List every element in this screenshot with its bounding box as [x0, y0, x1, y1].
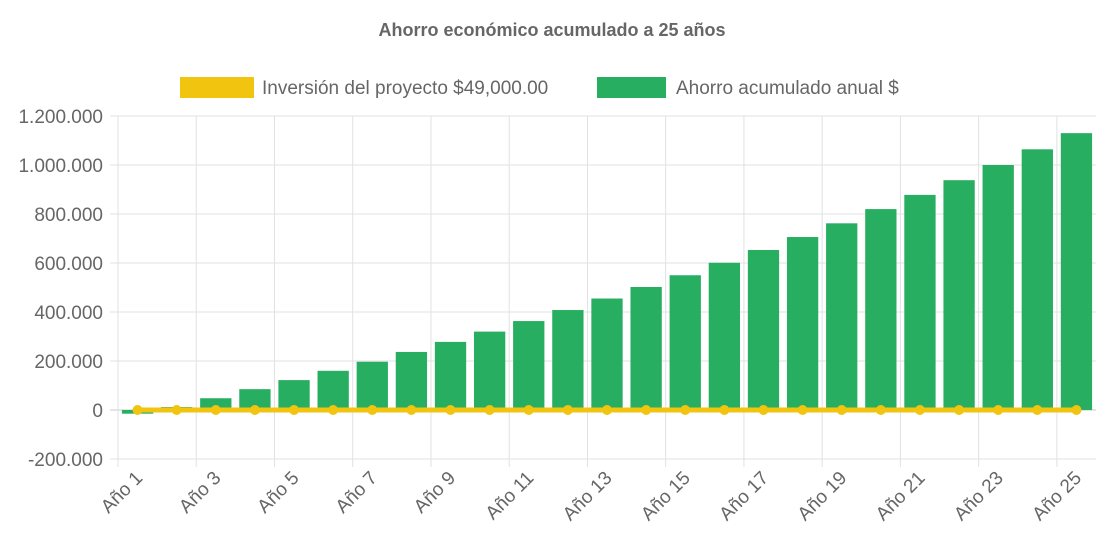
bar[interactable] — [473, 331, 506, 410]
legend-label-investment: Inversión del proyecto $49,000.00 — [262, 78, 548, 99]
investment-point[interactable] — [328, 405, 339, 415]
investment-point[interactable] — [171, 405, 182, 415]
legend: Inversión del proyecto $49,000.00 Ahorro… — [180, 77, 899, 99]
bar[interactable] — [591, 298, 623, 410]
x-tick-label: Año 17 — [716, 468, 773, 525]
investment-point[interactable] — [875, 405, 886, 415]
y-tick-label: -200.000 — [28, 450, 103, 471]
y-axis-ticks: -200.000 0 200.000 400.000 600.000 800.000 1.0… — [18, 107, 103, 471]
legend-swatch-savings — [597, 77, 666, 98]
x-tick-label: Año 21 — [872, 468, 929, 525]
investment-point[interactable] — [367, 405, 378, 415]
investment-point[interactable] — [1032, 405, 1043, 415]
chart-title: Ahorro económico acumulado a 25 años — [378, 20, 725, 40]
bar[interactable] — [943, 180, 975, 410]
bar[interactable] — [1021, 149, 1053, 410]
bar[interactable] — [239, 389, 271, 410]
x-tick-label: Año 3 — [175, 468, 225, 518]
bar[interactable] — [552, 310, 584, 410]
bar[interactable] — [904, 194, 936, 410]
bars-savings — [121, 133, 1093, 414]
legend-item-investment[interactable]: Inversión del proyecto $49,000.00 — [180, 77, 548, 99]
x-tick-label: Año 23 — [950, 468, 1007, 525]
bar[interactable] — [747, 250, 780, 410]
y-tick-label: 0 — [92, 401, 103, 422]
investment-point[interactable] — [954, 405, 965, 415]
y-tick-label: 1.200.000 — [18, 107, 103, 128]
investment-point[interactable] — [641, 405, 652, 415]
investment-point[interactable] — [914, 405, 925, 415]
investment-point[interactable] — [210, 405, 221, 415]
bar[interactable] — [1060, 133, 1093, 410]
bar[interactable] — [786, 237, 819, 410]
bar[interactable] — [865, 209, 897, 410]
y-tick-label: 1.000.000 — [18, 156, 103, 177]
legend-label-savings: Ahorro acumulado anual $ — [676, 78, 899, 99]
y-tick-label: 400.000 — [34, 303, 103, 324]
investment-point[interactable] — [797, 405, 808, 415]
x-tick-label: Año 5 — [254, 468, 304, 518]
investment-point[interactable] — [680, 405, 691, 415]
investment-point[interactable] — [249, 405, 260, 415]
x-tick-label: Año 7 — [332, 468, 382, 518]
x-tick-label: Año 25 — [1029, 468, 1086, 525]
bar[interactable] — [982, 165, 1014, 410]
x-axis-ticks: Año 1 Año 3 Año 5 Año 7 Año 9 Año 11 Año 13 Año… — [97, 468, 1086, 525]
bar[interactable] — [826, 223, 858, 410]
investment-point[interactable] — [484, 405, 495, 415]
investment-point[interactable] — [445, 405, 456, 415]
x-tick-label: Año 1 — [97, 468, 147, 518]
bar[interactable] — [200, 398, 232, 410]
investment-point[interactable] — [1071, 405, 1082, 415]
investment-point[interactable] — [132, 405, 143, 415]
investment-point[interactable] — [836, 405, 847, 415]
x-tick-label: Año 19 — [794, 468, 851, 525]
bar[interactable] — [317, 370, 349, 410]
investment-point[interactable] — [758, 405, 769, 415]
y-tick-label: 800.000 — [34, 205, 103, 226]
x-tick-label: Año 9 — [410, 468, 460, 518]
bar[interactable] — [669, 275, 701, 410]
y-tick-label: 200.000 — [34, 352, 103, 373]
bar[interactable] — [708, 262, 741, 410]
y-tick-label: 600.000 — [34, 254, 103, 275]
legend-swatch-investment — [180, 77, 254, 98]
bar[interactable] — [434, 341, 467, 410]
x-tick-label: Año 11 — [482, 468, 538, 524]
investment-point[interactable] — [602, 405, 612, 415]
line-investment — [132, 405, 1082, 415]
investment-point[interactable] — [562, 405, 573, 415]
investment-point[interactable] — [719, 405, 730, 415]
legend-item-savings[interactable]: Ahorro acumulado anual $ — [597, 77, 899, 99]
investment-point[interactable] — [523, 405, 534, 415]
bar[interactable] — [513, 321, 545, 410]
investment-point[interactable] — [993, 405, 1004, 415]
bar[interactable] — [395, 351, 428, 410]
bar[interactable] — [356, 361, 388, 410]
investment-point[interactable] — [406, 405, 417, 415]
bar[interactable] — [630, 287, 662, 410]
investment-point[interactable] — [289, 405, 300, 415]
x-tick-label: Año 15 — [637, 468, 694, 525]
x-tick-label: Año 13 — [559, 468, 616, 525]
